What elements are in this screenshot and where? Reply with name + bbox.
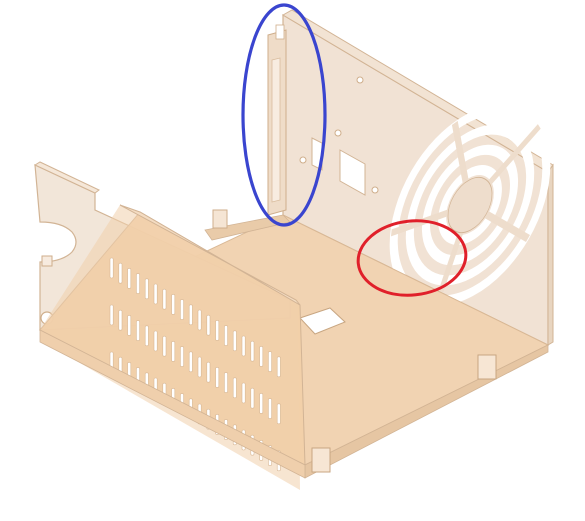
vent-slot [136, 273, 140, 294]
vent-slot [206, 361, 211, 383]
vent-slot [224, 325, 228, 346]
vent-slot [118, 262, 123, 284]
vent-slot [197, 356, 202, 378]
fan-grille-hub [447, 176, 493, 234]
vent-slot [224, 372, 228, 393]
front-left-lip [39, 329, 306, 479]
vent-slot [109, 257, 114, 279]
screw-hole-3 [371, 186, 379, 194]
vent-slot [109, 304, 114, 326]
vent-slot [180, 346, 184, 367]
fan-grille-spoke [484, 210, 530, 242]
vent-slot [197, 309, 202, 331]
vent-slot [241, 382, 246, 404]
fan-grille-spoke [390, 209, 449, 237]
screw-hole-4 [356, 76, 364, 84]
screw-hole-1 [299, 156, 307, 164]
vent-slot [180, 299, 184, 320]
vent-slot-rows [109, 257, 281, 472]
floor-clip-2 [299, 307, 346, 335]
bend-tab-notch [275, 24, 285, 40]
cutout-rect-1 [339, 149, 366, 196]
fan-grille-spoke [451, 120, 469, 185]
blue-annotation-ellipse [241, 3, 327, 227]
vent-slot [250, 387, 255, 409]
vent-slot [215, 320, 220, 341]
vent-slot [118, 309, 123, 331]
vent-slot [215, 367, 220, 388]
vent-slot [276, 403, 281, 425]
vent-slot [188, 351, 193, 373]
vent-slot [268, 398, 272, 419]
left-wall-top-flange [33, 161, 100, 194]
vent-slot [241, 335, 246, 357]
vent-slot [232, 377, 237, 399]
vent-slot [171, 294, 176, 315]
rear-left-bend-tab [267, 24, 287, 216]
vent-slot [144, 325, 149, 347]
red-annotation-ellipse [356, 219, 468, 297]
vent-slot [162, 288, 167, 310]
front-corner-clip-left [311, 447, 331, 473]
floor-rear-lip [204, 214, 291, 241]
vent-slot [136, 320, 140, 341]
left-wall-clip [41, 255, 53, 267]
vent-slot [162, 335, 167, 357]
vent-slot [232, 330, 237, 352]
fan-grille-spoke [487, 124, 541, 186]
vent-slot [171, 341, 176, 362]
vent-slot [276, 356, 281, 378]
vent-slot [153, 330, 158, 352]
bend-tab-slot [271, 57, 281, 203]
floor-clip-1 [212, 209, 228, 229]
vent-slot [250, 340, 255, 362]
front-corner-clip-right [477, 354, 497, 380]
vent-slot [259, 346, 264, 367]
vent-slot [268, 351, 272, 372]
screw-hole-2 [334, 129, 342, 137]
vent-slot [259, 393, 264, 414]
cutout-rect-2 [311, 137, 323, 171]
front-wall-top-edge [119, 204, 301, 306]
front-wall-outer-face [40, 205, 300, 490]
vent-slot [144, 278, 149, 300]
vent-slot [153, 283, 158, 305]
vent-slot [127, 268, 132, 289]
vent-slot [188, 304, 193, 326]
vent-slot [206, 314, 211, 336]
back-wall-cutouts [299, 76, 379, 196]
vent-slot [127, 315, 132, 336]
back-wall-right-flange [547, 163, 554, 346]
front-wall [39, 204, 306, 490]
